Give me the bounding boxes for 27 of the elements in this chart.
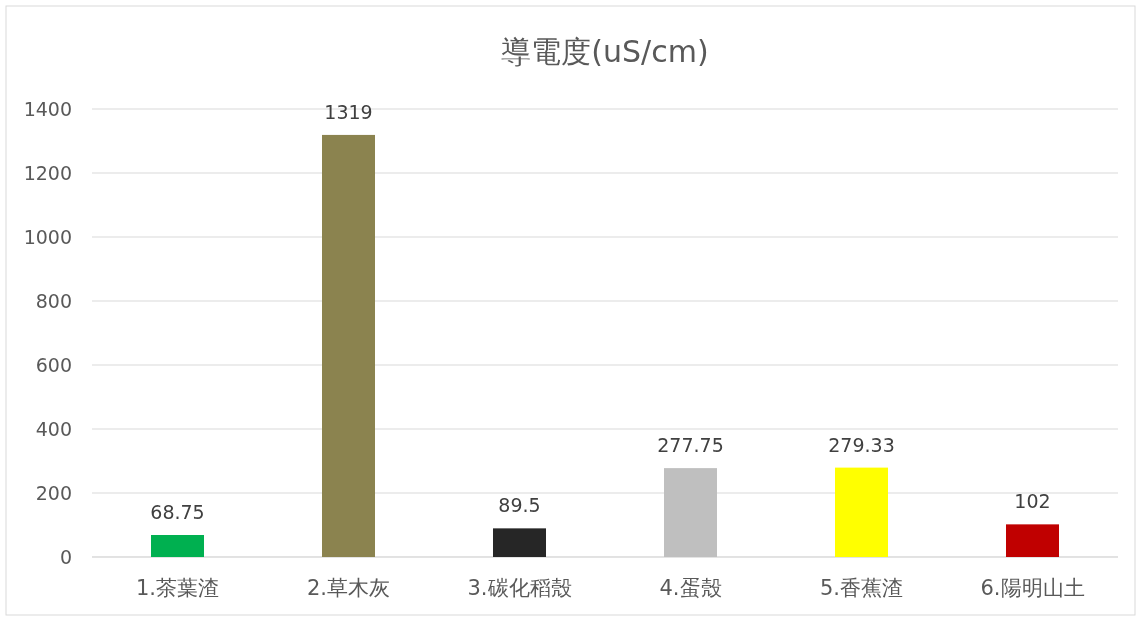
data-label: 279.33 [828, 433, 895, 456]
bar [151, 535, 205, 557]
y-tick-label: 1400 [23, 98, 72, 120]
bar [1005, 524, 1059, 557]
data-label: 89.5 [498, 494, 541, 517]
y-tick-label: 0 [59, 546, 72, 568]
y-tick-label: 800 [35, 290, 72, 312]
y-tick-label: 1200 [23, 162, 72, 184]
data-label: 1319 [324, 100, 373, 123]
bar [835, 467, 889, 557]
bar [493, 528, 547, 557]
data-label: 68.75 [150, 501, 205, 523]
y-tick-label: 200 [35, 482, 72, 504]
y-tick-label: 600 [35, 354, 72, 376]
x-tick-label: 3.碳化稻殼 [467, 576, 572, 600]
x-tick-label: 1.茶葉渣 [135, 576, 220, 600]
bar [664, 468, 718, 557]
chart-title: 導電度(uS/cm) [501, 34, 709, 69]
data-label: 102 [1014, 490, 1051, 513]
data-label: 277.75 [657, 434, 724, 457]
y-tick-label: 400 [35, 418, 72, 440]
x-tick-label: 4.蛋殼 [659, 576, 722, 600]
x-tick-label: 2.草木灰 [306, 576, 391, 600]
y-tick-label: 1000 [23, 226, 72, 248]
bar [322, 134, 376, 557]
x-tick-label: 6.陽明山土 [980, 576, 1085, 600]
x-tick-label: 5.香蕉渣 [819, 576, 904, 600]
